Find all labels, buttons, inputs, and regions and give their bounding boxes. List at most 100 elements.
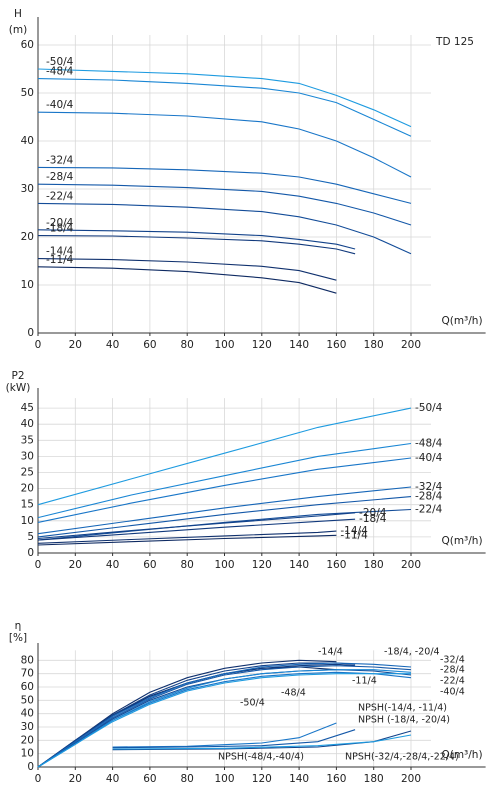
annotation: -11/4 bbox=[352, 676, 377, 687]
curve-label: -40/4 bbox=[46, 99, 74, 111]
annotation: -22/4 bbox=[440, 676, 465, 687]
curve-label: -20/4 bbox=[46, 217, 74, 229]
x-tick-label: 100 bbox=[214, 773, 234, 785]
x-tick-label: 140 bbox=[289, 339, 309, 351]
y-tick-label: 0 bbox=[27, 547, 34, 559]
y-tick-label: 0 bbox=[27, 327, 34, 339]
y-tick-label: 80 bbox=[21, 654, 34, 666]
curve bbox=[37, 662, 356, 768]
curve-label: -50/4 bbox=[46, 56, 74, 68]
y-tick-label: 10 bbox=[21, 515, 34, 527]
y-axis-label: P2 bbox=[11, 370, 24, 382]
annotation: NPSH(-14/4, -11/4) bbox=[358, 703, 447, 714]
x-tick-label: 80 bbox=[181, 339, 194, 351]
y-tick-label: 30 bbox=[21, 183, 34, 195]
curve bbox=[37, 530, 337, 544]
curve bbox=[37, 665, 412, 768]
curve-label: -50/4 bbox=[415, 402, 443, 414]
y-tick-label: 10 bbox=[21, 279, 34, 291]
annotation: NPSH(-48/4,-40/4) bbox=[218, 752, 304, 763]
curve bbox=[112, 734, 412, 750]
curve bbox=[37, 442, 412, 519]
curve bbox=[37, 111, 412, 178]
curve-label: -28/4 bbox=[46, 171, 74, 183]
curve bbox=[37, 534, 337, 546]
curve bbox=[37, 486, 412, 535]
curve-label: -14/4 bbox=[46, 246, 74, 258]
x-tick-label: 120 bbox=[252, 773, 272, 785]
y-tick-label: 15 bbox=[21, 499, 34, 511]
y-tick-label: 40 bbox=[21, 135, 34, 147]
y-axis-label: η bbox=[15, 620, 22, 632]
curve-label: -32/4 bbox=[46, 154, 74, 166]
x-tick-label: 180 bbox=[364, 773, 384, 785]
x-tick-label: 180 bbox=[364, 339, 384, 351]
curve bbox=[37, 512, 356, 540]
curve-label: -18/4 bbox=[46, 223, 74, 235]
curve-label: -11/4 bbox=[340, 529, 368, 541]
annotation: NPSH(-32/4,-28/4,-22/4) bbox=[345, 752, 459, 763]
curve-label: -20/4 bbox=[359, 507, 387, 519]
y-axis-label: (kW) bbox=[6, 382, 31, 394]
y-tick-label: 50 bbox=[21, 87, 34, 99]
y-tick-label: 20 bbox=[21, 734, 34, 746]
x-tick-label: 40 bbox=[106, 339, 119, 351]
x-tick-label: 0 bbox=[35, 339, 42, 351]
curve-label: -32/4 bbox=[415, 481, 443, 493]
y-axis-label: (m) bbox=[9, 24, 27, 36]
y-tick-label: 30 bbox=[21, 721, 34, 733]
x-tick-label: 120 bbox=[252, 339, 272, 351]
annotation: -14/4 bbox=[318, 647, 343, 658]
annotation: NPSH (-18/4, -20/4) bbox=[358, 715, 450, 726]
curve bbox=[37, 183, 412, 226]
y-tick-label: 25 bbox=[21, 467, 34, 479]
y-tick-label: 40 bbox=[21, 418, 34, 430]
y-tick-label: 70 bbox=[21, 668, 34, 680]
x-tick-label: 40 bbox=[106, 773, 119, 785]
curve bbox=[37, 508, 412, 541]
x-tick-label: 200 bbox=[401, 339, 421, 351]
y-tick-label: 60 bbox=[21, 39, 34, 51]
x-tick-label: 140 bbox=[289, 559, 309, 571]
x-tick-label: 20 bbox=[69, 773, 82, 785]
curve bbox=[37, 68, 412, 128]
curve bbox=[37, 496, 412, 538]
curve bbox=[37, 673, 411, 768]
y-tick-label: 20 bbox=[21, 231, 34, 243]
curve-label: -40/4 bbox=[415, 452, 443, 464]
curve bbox=[37, 235, 356, 255]
y-axis-label: [%] bbox=[9, 632, 27, 644]
curve-label: -14/4 bbox=[340, 525, 368, 537]
x-tick-label: 180 bbox=[364, 559, 384, 571]
curve-label: -22/4 bbox=[415, 504, 443, 516]
y-tick-label: 60 bbox=[21, 681, 34, 693]
curve bbox=[37, 518, 356, 541]
curve-label: -48/4 bbox=[415, 438, 443, 450]
annotation: -48/4 bbox=[281, 688, 306, 699]
annotation: -18/4, -20/4 bbox=[384, 647, 440, 658]
curve bbox=[112, 729, 356, 749]
y-tick-label: 40 bbox=[21, 708, 34, 720]
annotation: TD 125 bbox=[435, 36, 474, 48]
y-axis-label: H bbox=[14, 8, 22, 20]
curve bbox=[37, 78, 412, 137]
curve bbox=[37, 669, 412, 768]
x-tick-label: 0 bbox=[35, 773, 42, 785]
x-axis-label: Q(m³/h) bbox=[441, 749, 482, 761]
x-tick-label: 60 bbox=[143, 773, 156, 785]
annotation: -32/4 bbox=[440, 655, 465, 666]
x-tick-label: 100 bbox=[214, 559, 234, 571]
curve bbox=[37, 457, 412, 523]
curve-label: -48/4 bbox=[46, 66, 74, 78]
curve bbox=[37, 229, 356, 250]
x-tick-label: 60 bbox=[143, 339, 156, 351]
curve-label: -11/4 bbox=[46, 254, 74, 266]
x-tick-label: 60 bbox=[143, 559, 156, 571]
x-tick-label: 0 bbox=[35, 559, 42, 571]
curve bbox=[37, 663, 356, 768]
curve bbox=[112, 730, 412, 751]
y-tick-label: 30 bbox=[21, 450, 34, 462]
y-tick-label: 20 bbox=[21, 483, 34, 495]
curve bbox=[37, 258, 337, 281]
